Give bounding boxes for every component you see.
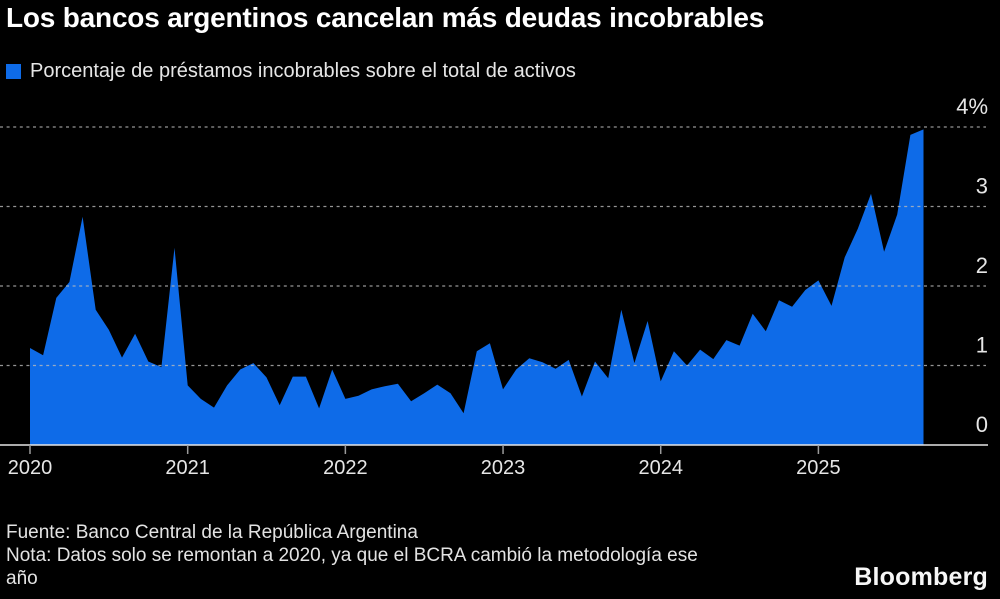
x-tick-label: 2021 [165, 457, 210, 479]
bloomberg-logo: Bloomberg [854, 563, 988, 591]
y-tick-label: 3 [976, 174, 988, 199]
y-tick-label: 1 [976, 333, 988, 358]
x-tick-label: 2025 [796, 457, 841, 479]
methodology-note: Nota: Datos solo se remontan a 2020, ya … [6, 545, 698, 589]
chart-title: Los bancos argentinos cancelan más deuda… [6, 2, 765, 33]
y-tick-label: 0 [976, 412, 988, 437]
legend-swatch-icon [6, 64, 21, 79]
y-tick-label: 4% [956, 94, 988, 119]
legend-label: Porcentaje de préstamos incobrables sobr… [30, 60, 576, 82]
area-series [30, 129, 924, 445]
x-tick-label: 2023 [481, 457, 526, 479]
x-tick-label: 2022 [323, 457, 368, 479]
footer: Fuente: Banco Central de la República Ar… [6, 521, 706, 590]
x-tick-label: 2020 [8, 457, 53, 479]
source-note: Fuente: Banco Central de la República Ar… [6, 522, 418, 543]
x-tick-label: 2024 [638, 457, 683, 479]
area-chart: 2020 2021 2022 2023 2024 2025 0 1 2 3 4% [0, 94, 988, 479]
legend: Porcentaje de préstamos incobrables sobr… [6, 60, 576, 83]
y-tick-label: 2 [976, 253, 988, 278]
